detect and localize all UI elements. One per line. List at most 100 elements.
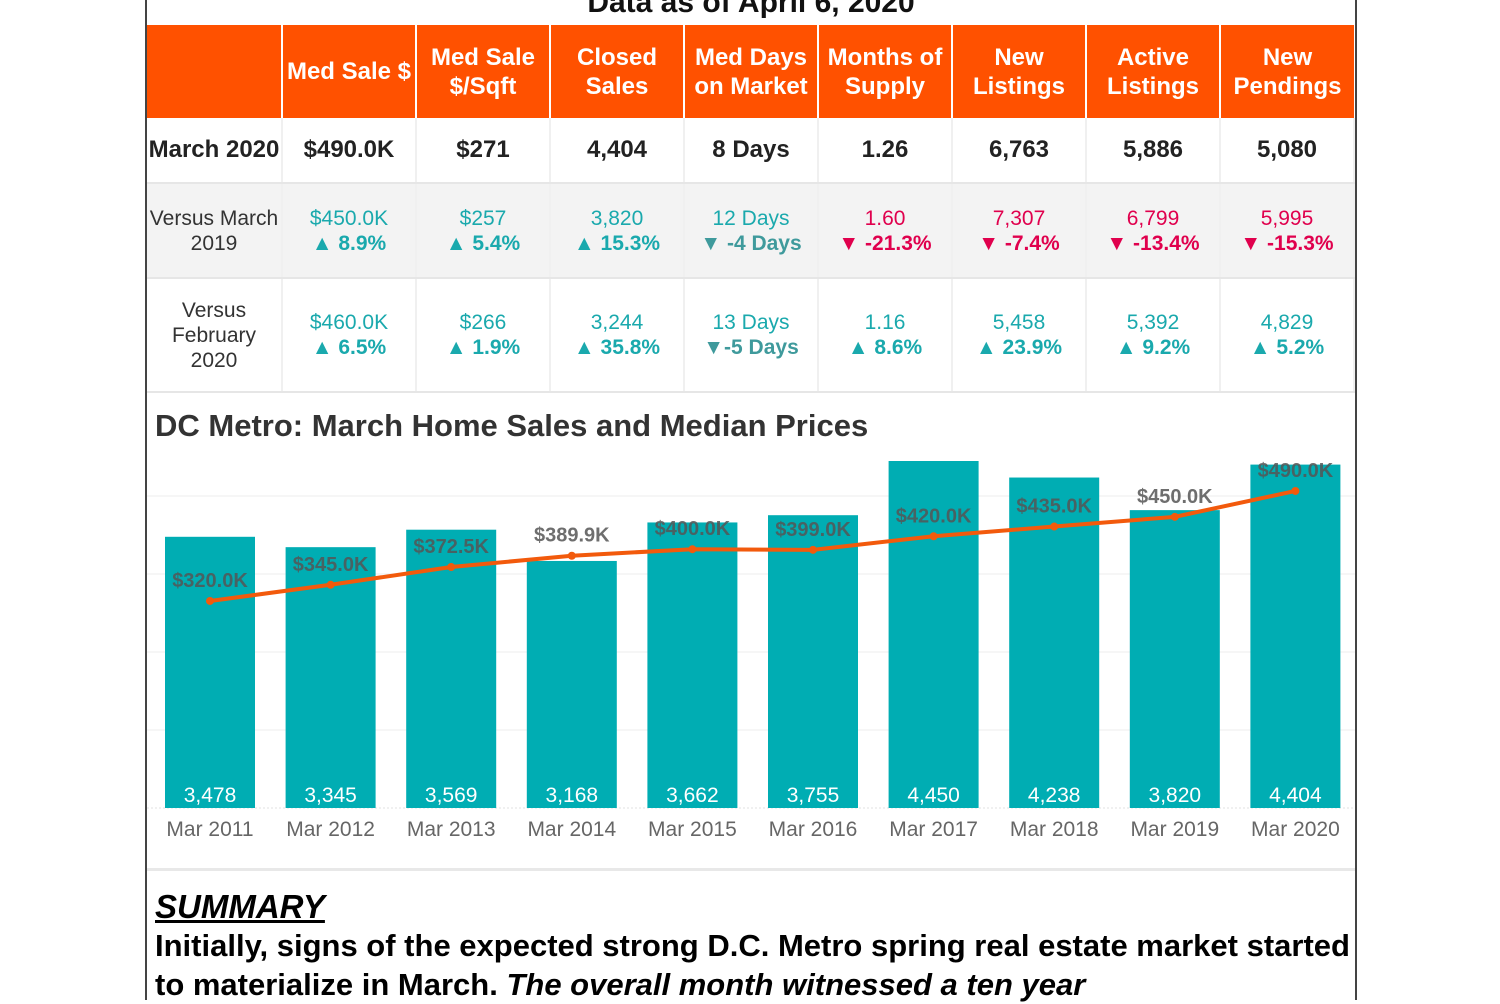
table-row-current: March 2020 $490.0K $271 4,404 8 Days 1.26 6,76… [147,118,1355,184]
x-tick-label: Mar 2020 [1251,818,1340,841]
x-tick-label: Mar 2017 [889,818,978,841]
prior-value: 1.16 [864,311,906,334]
prior-value: 4,829 [1260,311,1314,334]
prior-value: 5,392 [1126,311,1180,334]
comparison-cell: 4,829 ▲ 5.2% [1220,278,1355,393]
divider [147,868,1355,871]
price-point [929,532,938,541]
bar-label: 3,820 [1149,784,1202,807]
prior-value: 5,995 [1260,206,1314,230]
change-value: ▲ 9.2% [1115,336,1191,359]
prior-value: 7,307 [992,206,1046,230]
comparison-cell: 1.60 ▼ -21.3% [818,183,953,279]
report-title: Data as of April 6, 2020 [587,0,915,19]
comparison-cell: $257 ▲ 5.4% [416,183,551,279]
cell-value: 5,886 [1086,118,1221,184]
comparison-cell: 7,307 ▼ -7.4% [952,183,1087,279]
change-value: ▲ 35.8% [573,336,661,359]
column-header: New Listings [952,25,1087,118]
cell-value: $271 [416,118,551,184]
prior-value: 13 Days [712,311,790,334]
column-header: Months of Supply [818,25,953,118]
price-point [447,562,456,571]
price-point [206,596,214,605]
prior-value: 5,458 [992,311,1046,334]
prior-value: 3,820 [590,206,644,230]
change-value: ▲ 15.3% [573,231,661,255]
change-value: ▲ 8.9% [311,231,387,255]
row-label: Versus February 2020 [147,278,283,393]
price-point [567,551,576,560]
prior-value: $257 [459,206,507,230]
bar [1009,477,1100,808]
bar-label: 4,404 [1269,784,1322,807]
price-point [1050,522,1059,531]
bar [526,560,617,808]
price-label: $320.0K [172,570,248,592]
price-point [326,580,335,589]
x-tick-label: Mar 2015 [648,818,737,841]
x-tick-label: Mar 2019 [1130,818,1219,841]
price-label: $345.0K [293,554,369,576]
comparison-cell: 6,799 ▼ -13.4% [1086,183,1221,279]
comparison-cell: 3,820 ▲ 15.3% [550,183,685,279]
cell-value: $490.0K [282,118,417,184]
prior-value: $460.0K [309,311,389,334]
bar-label: 3,345 [304,784,357,807]
price-label: $372.5K [413,536,489,558]
bar-label: 4,238 [1028,784,1081,807]
comparison-cell: 5,995 ▼ -15.3% [1220,183,1355,279]
column-header: New Pendings [1220,25,1354,118]
price-line [209,489,1296,603]
bar-label: 3,662 [666,784,719,807]
prior-value: 3,244 [590,311,644,334]
comparison-cell: 12 Days ▼ -4 Days [684,183,819,279]
change-value: ▲ 23.9% [975,336,1063,359]
price-label: $450.0K [1137,486,1213,508]
bar-label: 4,450 [907,784,960,807]
comparison-cell: $266 ▲ 1.9% [416,278,551,393]
price-label: $490.0K [1258,460,1334,482]
bar-label: 3,755 [787,784,840,807]
change-value: ▼ -13.4% [1106,231,1200,255]
column-header: Med Sale $/Sqft [416,25,551,118]
bar [165,536,255,808]
bar [888,461,979,808]
table-row-comparison: Versus March 2019 $450.0K ▲ 8.9% $257 ▲ 5.4%… [147,183,1355,279]
comparison-cell: 5,392 ▲ 9.2% [1086,278,1221,393]
bar [768,515,858,808]
chart-title: DC Metro: March Home Sales and Median Pr… [155,408,869,443]
change-value: ▼ -21.3% [838,231,932,255]
prior-value: $266 [459,311,507,334]
comparison-cell: $460.0K ▲ 6.5% [282,278,417,393]
price-point [1170,512,1179,521]
summary-text: Initially, signs of the expected strong … [155,926,1355,1004]
change-value: ▲ 6.5% [311,336,387,359]
comparison-cell: 3,244 ▲ 35.8% [550,278,685,393]
bar-label: 3,168 [546,784,599,807]
price-label: $435.0K [1016,496,1092,518]
prior-value: 6,799 [1126,206,1180,230]
metrics-table: Med Sale $ Med Sale $/Sqft Closed Sales Med… [147,25,1355,393]
price-point [1291,486,1300,495]
comparison-cell: $450.0K ▲ 8.9% [282,183,417,279]
cell-value: 6,763 [952,118,1087,184]
summary-text-regular: Initially, signs of the expected strong … [155,928,1350,1002]
table-row-comparison: Versus February 2020 $460.0K ▲ 6.5% $266 ▲ 1… [147,278,1355,393]
change-value: ▲ 5.2% [1249,336,1325,359]
comparison-cell: 1.16 ▲ 8.6% [818,278,953,393]
x-tick-label: Mar 2018 [1010,818,1099,841]
x-tick-label: Mar 2014 [527,818,616,841]
column-header: Med Days on Market [684,25,819,118]
x-tick-label: Mar 2016 [769,818,858,841]
column-header [147,25,283,118]
summary-heading: SUMMARY [155,888,325,925]
summary-text-italic: The overall month witnessed a ten year [506,967,1086,1002]
prior-value: $450.0K [309,206,389,230]
price-point [688,545,697,554]
bar [1129,510,1220,808]
x-tick-label: Mar 2011 [166,818,253,841]
price-label: $400.0K [655,518,731,540]
cell-value: 1.26 [818,118,953,184]
comparison-cell: 5,458 ▲ 23.9% [952,278,1087,393]
